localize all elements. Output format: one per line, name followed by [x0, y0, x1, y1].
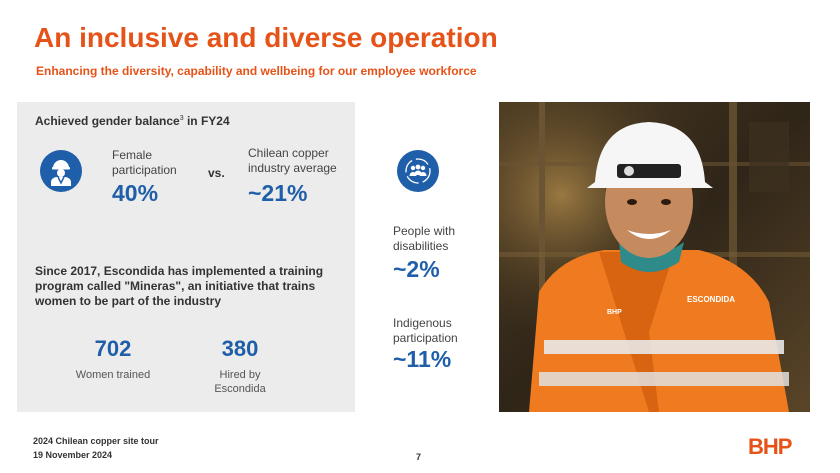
worker-photo: ESCONDIDA BHP: [499, 102, 810, 412]
female-participation-value: 40%: [112, 180, 159, 206]
page-subtitle: Enhancing the diversity, capability and …: [36, 64, 477, 78]
vs-label: vs.: [208, 166, 225, 180]
women-trained-label: Women trained: [75, 369, 151, 381]
disabilities-value: ~2%: [393, 256, 440, 282]
gender-balance-heading: Achieved gender balance3 in FY24: [35, 114, 230, 128]
indigenous-value: ~11%: [393, 346, 452, 372]
vest-escondida-text: ESCONDIDA: [687, 295, 735, 304]
industry-average-label: Chilean copper industry average: [248, 146, 337, 175]
bhp-logo: BHP: [748, 434, 792, 459]
worker-icon: [40, 150, 82, 192]
footer-date: 19 November 2024: [33, 450, 113, 460]
industry-average-value: ~21%: [248, 180, 308, 206]
female-participation-label: Female participation: [112, 148, 177, 177]
people-icon: [397, 150, 439, 192]
vest-bhp-text: BHP: [607, 309, 622, 316]
footnote-marker: 3: [179, 115, 184, 122]
footer-event: 2024 Chilean copper site tour: [33, 436, 159, 446]
page-title: An inclusive and diverse operation: [34, 22, 498, 53]
indigenous-label: Indigenous participation: [393, 316, 458, 345]
page-number: 7: [416, 452, 422, 462]
women-trained-value: 702: [94, 336, 132, 361]
disabilities-label: People with disabilities: [393, 224, 456, 253]
hired-value: 380: [221, 336, 259, 361]
mineras-description: Since 2017, Escondida has implemented a …: [35, 264, 324, 308]
hired-label: Hired by Escondida: [214, 369, 266, 395]
